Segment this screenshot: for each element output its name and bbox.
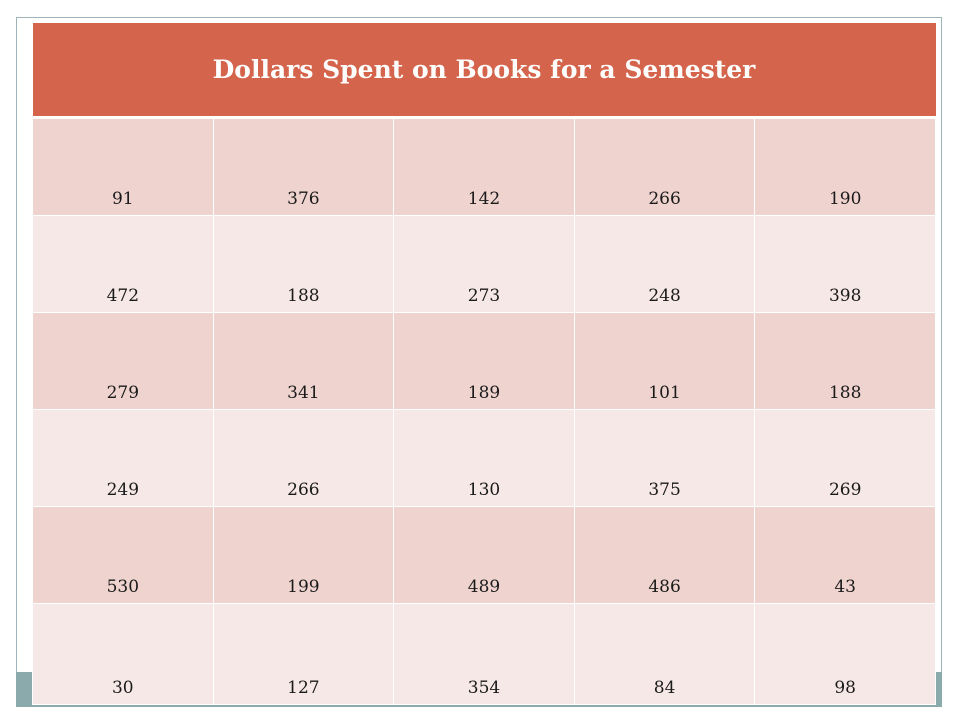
table-cell: 376 <box>212 117 395 216</box>
table-row: 91 376 142 266 190 <box>32 117 936 216</box>
table-cell: 189 <box>393 312 575 410</box>
table-cell: 188 <box>212 215 395 313</box>
table-cell: 30 <box>32 603 214 705</box>
table-cell: 486 <box>573 506 756 604</box>
table-cell: 188 <box>754 312 936 410</box>
table-row: 279 341 189 101 188 <box>32 312 936 410</box>
table-cell: 472 <box>32 215 214 313</box>
table-cell: 354 <box>393 603 575 705</box>
table-row: 530 199 489 486 43 <box>32 506 936 604</box>
data-table: Dollars Spent on Books for a Semester 91… <box>32 23 936 705</box>
table-cell: 43 <box>754 506 936 604</box>
table-cell: 91 <box>32 117 214 216</box>
table-cell: 530 <box>32 506 214 604</box>
table-row: 472 188 273 248 398 <box>32 215 936 313</box>
table-cell: 266 <box>573 117 756 216</box>
table-cell: 279 <box>32 312 214 410</box>
table-cell: 248 <box>573 215 756 313</box>
table-cell: 398 <box>754 215 936 313</box>
table-cell: 273 <box>393 215 575 313</box>
table-cell: 249 <box>32 409 214 507</box>
table-cell: 269 <box>754 409 936 507</box>
table-row: 249 266 130 375 269 <box>32 409 936 507</box>
table-cell: 127 <box>212 603 395 705</box>
table-cell: 101 <box>573 312 756 410</box>
table-title: Dollars Spent on Books for a Semester <box>32 23 936 119</box>
table-cell: 266 <box>212 409 395 507</box>
table-cell: 130 <box>393 409 575 507</box>
table-cell: 341 <box>212 312 395 410</box>
table-cell: 375 <box>573 409 756 507</box>
table-row: 30 127 354 84 98 <box>32 603 936 705</box>
table-cell: 98 <box>754 603 936 705</box>
table-cell: 142 <box>393 117 575 216</box>
table-cell: 84 <box>573 603 756 705</box>
table-cell: 489 <box>393 506 575 604</box>
table-cell: 190 <box>754 117 936 216</box>
table-cell: 199 <box>212 506 395 604</box>
table-header-row: Dollars Spent on Books for a Semester <box>32 23 936 119</box>
